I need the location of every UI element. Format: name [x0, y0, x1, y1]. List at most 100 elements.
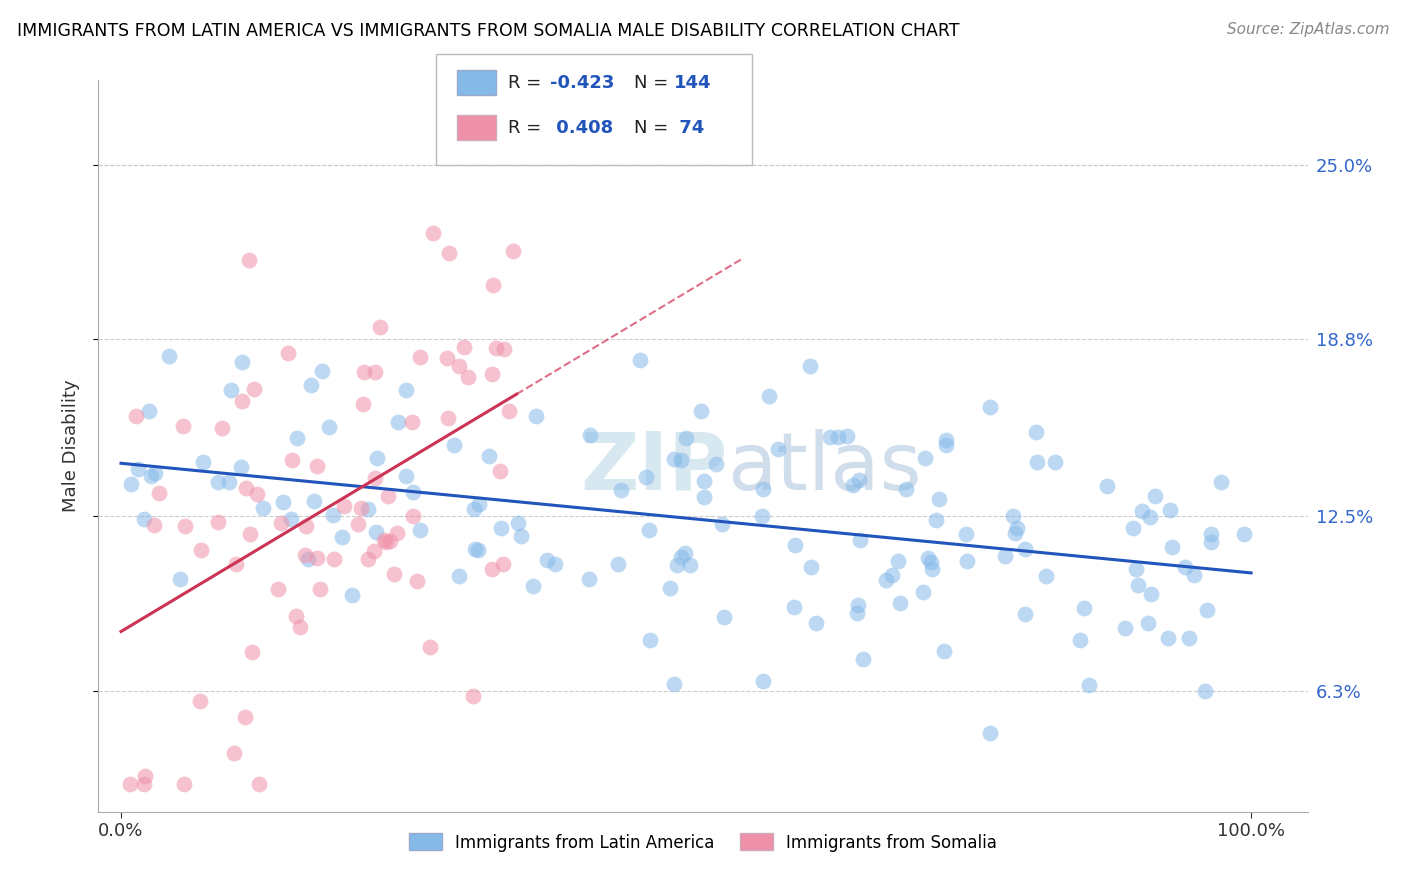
Point	[1159, 502, 1181, 516]
Point	[751, 508, 773, 523]
Point	[921, 562, 943, 576]
Point	[207, 515, 229, 529]
Point	[323, 552, 346, 566]
Point	[710, 516, 733, 531]
Point	[889, 596, 911, 610]
Point	[357, 552, 380, 566]
Point	[1043, 455, 1066, 469]
Point	[467, 543, 489, 558]
Point	[461, 689, 484, 703]
Point	[664, 452, 686, 467]
Text: ZIP: ZIP	[579, 429, 727, 507]
Point	[846, 599, 869, 613]
Point	[1233, 527, 1256, 541]
Point	[457, 369, 479, 384]
Point	[385, 526, 408, 541]
Point	[188, 693, 211, 707]
Point	[1014, 607, 1036, 621]
Point	[979, 725, 1001, 739]
Point	[277, 346, 299, 360]
Point	[364, 524, 387, 539]
Point	[752, 482, 775, 496]
Point	[1125, 562, 1147, 576]
Point	[1128, 577, 1150, 591]
Point	[364, 471, 387, 485]
Point	[818, 430, 841, 444]
Point	[800, 559, 823, 574]
Point	[579, 428, 602, 442]
Text: 0.408: 0.408	[550, 119, 613, 136]
Point	[494, 342, 516, 356]
Legend: Immigrants from Latin America, Immigrants from Somalia: Immigrants from Latin America, Immigrant…	[402, 827, 1004, 858]
Text: N =: N =	[634, 119, 673, 136]
Point	[124, 409, 146, 423]
Point	[704, 457, 727, 471]
Point	[307, 459, 329, 474]
Point	[307, 551, 329, 566]
Point	[402, 485, 425, 500]
Point	[664, 677, 686, 691]
Point	[235, 481, 257, 495]
Point	[841, 478, 863, 492]
Point	[1174, 559, 1197, 574]
Point	[239, 526, 262, 541]
Point	[799, 359, 821, 374]
Point	[302, 494, 325, 508]
Point	[127, 461, 149, 475]
Point	[713, 610, 735, 624]
Point	[352, 397, 374, 411]
Point	[638, 633, 661, 648]
Point	[169, 572, 191, 586]
Point	[481, 562, 503, 576]
Point	[1157, 632, 1180, 646]
Point	[1073, 600, 1095, 615]
Point	[481, 277, 503, 292]
Point	[120, 476, 142, 491]
Point	[157, 349, 180, 363]
Point	[246, 487, 269, 501]
Point	[1197, 603, 1219, 617]
Point	[638, 523, 661, 537]
Point	[401, 509, 423, 524]
Point	[395, 384, 418, 398]
Point	[1209, 475, 1232, 489]
Point	[252, 501, 274, 516]
Point	[322, 508, 344, 522]
Point	[875, 573, 897, 587]
Point	[693, 474, 716, 488]
Point	[247, 776, 270, 790]
Point	[173, 776, 195, 790]
Point	[783, 538, 806, 552]
Point	[190, 543, 212, 558]
Point	[318, 420, 340, 434]
Point	[311, 364, 333, 378]
Point	[481, 368, 503, 382]
Point	[920, 555, 942, 569]
Point	[373, 533, 395, 547]
Point	[280, 512, 302, 526]
Point	[207, 475, 229, 489]
Point	[536, 552, 558, 566]
Point	[270, 516, 292, 530]
Point	[330, 530, 353, 544]
Point	[222, 747, 245, 761]
Point	[993, 549, 1015, 564]
Point	[1160, 541, 1182, 555]
Point	[231, 459, 253, 474]
Text: Source: ZipAtlas.com: Source: ZipAtlas.com	[1226, 22, 1389, 37]
Text: R =: R =	[508, 119, 547, 136]
Point	[675, 431, 697, 445]
Point	[484, 341, 506, 355]
Point	[524, 409, 547, 423]
Point	[364, 365, 387, 379]
Text: -0.423: -0.423	[550, 74, 614, 92]
Point	[143, 467, 166, 481]
Point	[1137, 615, 1160, 630]
Point	[271, 495, 294, 509]
Point	[218, 475, 240, 489]
Point	[267, 582, 290, 596]
Point	[142, 517, 165, 532]
Point	[297, 552, 319, 566]
Point	[118, 776, 141, 790]
Point	[544, 557, 567, 571]
